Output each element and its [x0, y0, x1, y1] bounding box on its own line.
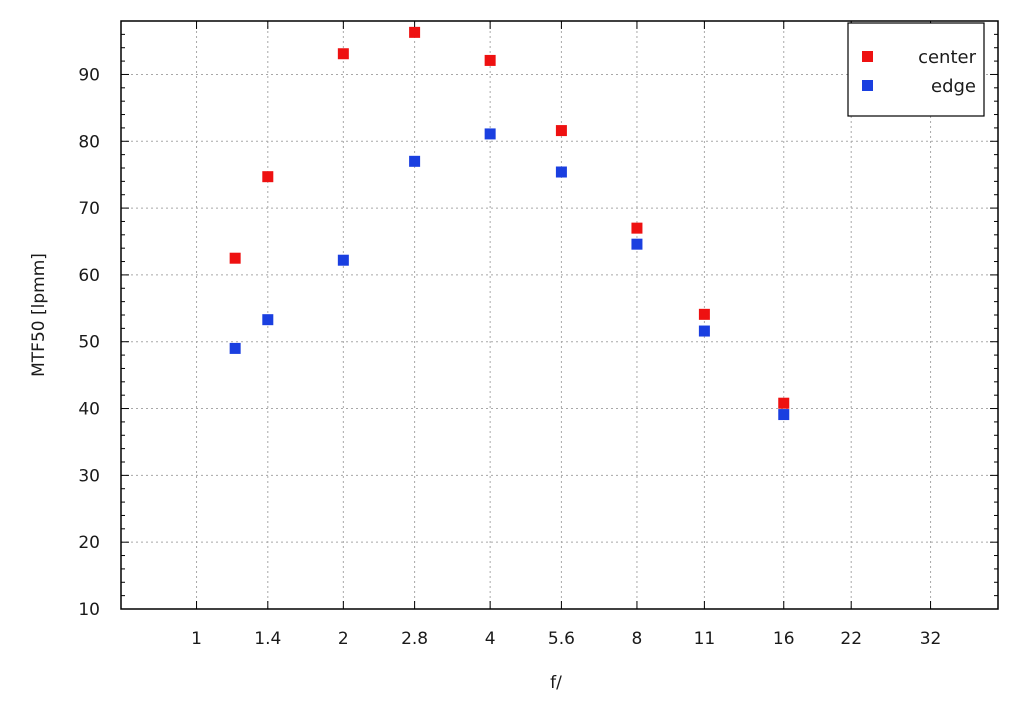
- x-tick-label: 4: [485, 629, 496, 649]
- data-point-edge: [555, 166, 567, 178]
- data-point-center: [484, 54, 496, 66]
- y-tick-label: 20: [78, 533, 100, 553]
- x-tick-label: 2: [338, 629, 349, 649]
- y-tick-label: 50: [78, 333, 100, 353]
- x-tick-label: 11: [694, 629, 716, 649]
- legend: center edge: [847, 22, 985, 117]
- legend-marker-edge: [862, 80, 873, 91]
- y-tick-label: 60: [78, 266, 100, 286]
- y-tick-labels: 10 20 30 40 50 60 70 80 90: [78, 65, 100, 620]
- legend-label-edge: edge: [931, 76, 976, 97]
- data-point-edge: [484, 128, 496, 140]
- data-point-center: [631, 222, 643, 234]
- y-tick-label: 10: [78, 600, 100, 620]
- legend-label-center: center: [918, 47, 977, 68]
- x-tick-label: 8: [632, 629, 643, 649]
- x-tick-label: 22: [840, 629, 862, 649]
- data-point-edge: [409, 155, 421, 167]
- data-point-edge: [778, 409, 790, 421]
- x-tick-label: 5.6: [548, 629, 575, 649]
- data-point-edge: [262, 314, 274, 326]
- data-point-edge: [698, 325, 710, 337]
- y-tick-label: 80: [78, 132, 100, 152]
- data-point-center: [229, 252, 241, 264]
- y-tick-label: 30: [78, 466, 100, 486]
- data-point-center: [698, 308, 710, 320]
- plot-frame: [120, 20, 999, 610]
- x-tick-labels: 1 1.4 2 2.8 4 5.6 8 11 16 22 32: [191, 629, 941, 649]
- x-tick-label: 1.4: [254, 629, 281, 649]
- legend-box: [847, 22, 985, 117]
- data-point-edge: [337, 254, 349, 266]
- legend-marker-center: [862, 51, 873, 62]
- x-axis-title: f/: [550, 673, 562, 693]
- data-point-center: [778, 397, 790, 409]
- data-point-center: [337, 48, 349, 60]
- y-tick-label: 70: [78, 199, 100, 219]
- data-point-center: [262, 171, 274, 183]
- grid-lines: [121, 21, 998, 609]
- x-tick-label: 1: [191, 629, 202, 649]
- x-tick-label: 2.8: [401, 629, 428, 649]
- data-points: [229, 26, 790, 421]
- y-tick-label: 90: [78, 65, 100, 85]
- y-tick-label: 40: [78, 400, 100, 420]
- x-tick-label: 16: [773, 629, 795, 649]
- y-axis-title: MTF50 [lpmm]: [29, 253, 49, 377]
- x-tick-label: 32: [920, 629, 942, 649]
- data-point-center: [409, 26, 421, 38]
- data-point-edge: [631, 238, 643, 250]
- data-point-edge: [229, 342, 241, 354]
- data-point-center: [555, 125, 567, 137]
